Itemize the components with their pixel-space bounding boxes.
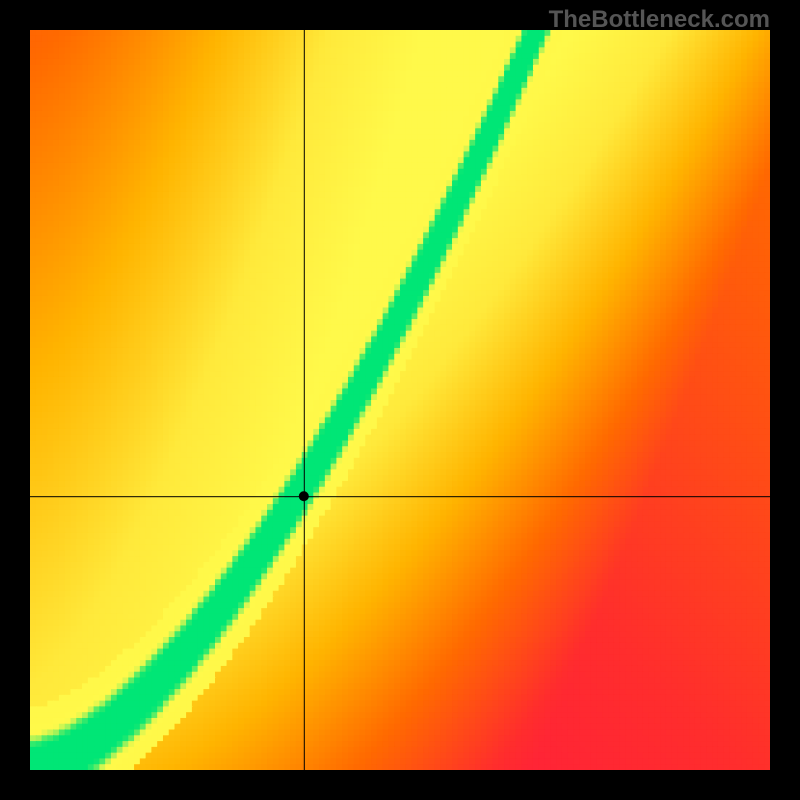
bottleneck-heatmap: [30, 30, 770, 770]
watermark-text: TheBottleneck.com: [549, 6, 770, 34]
chart-container: TheBottleneck.com: [0, 0, 800, 800]
